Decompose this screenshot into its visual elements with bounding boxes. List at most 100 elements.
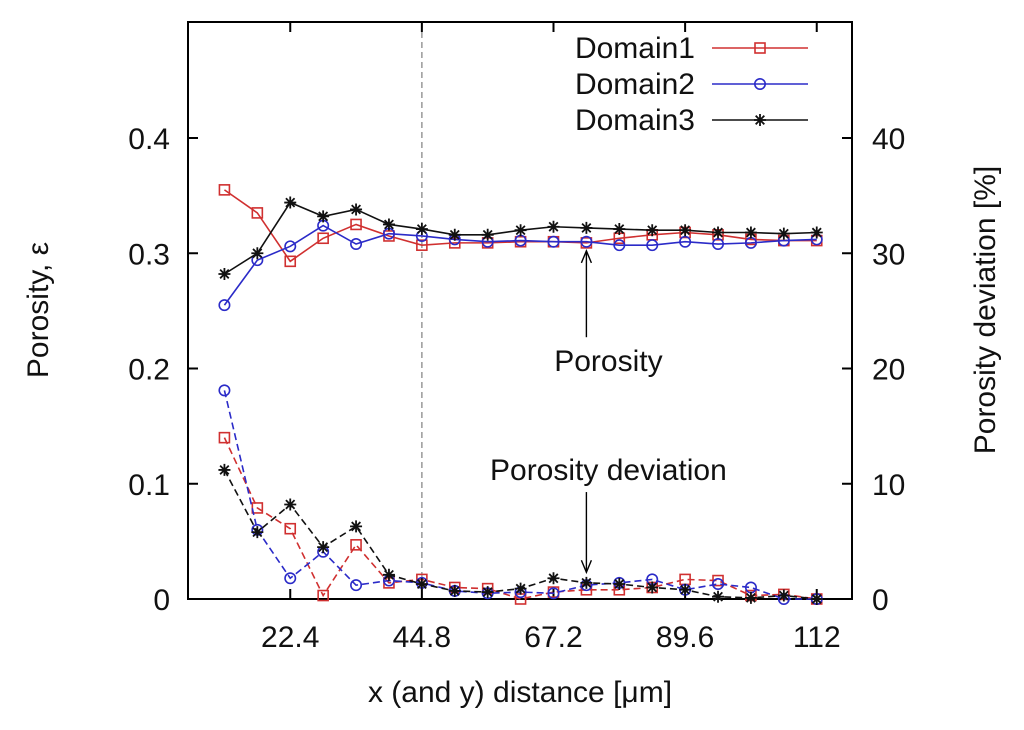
domain1-deviation-point <box>284 522 297 535</box>
y-tick-label-left: 0.2 <box>128 354 170 387</box>
y-axis-title-right: Porosity deviation [%] <box>969 166 1002 454</box>
y-tick-label-left: 0 <box>153 584 170 617</box>
domain3-deviation-point <box>646 581 659 594</box>
domain2-porosity-point <box>350 238 363 251</box>
domain3-deviation-point <box>679 583 692 596</box>
domain3-porosity-point <box>415 223 428 236</box>
domain1-porosity-point <box>350 218 362 231</box>
domain3-porosity-point <box>580 221 593 234</box>
domain3-porosity-point <box>382 218 395 231</box>
domain3-porosity-point <box>218 267 231 280</box>
domain2-porosity-point <box>712 238 725 251</box>
domain3-deviation-point <box>613 578 626 591</box>
legend-marker <box>754 114 766 126</box>
plot-frame <box>187 21 853 600</box>
legend-marker <box>754 42 766 54</box>
domain3-deviation-point <box>810 593 823 605</box>
domain3-porosity-point <box>284 196 297 209</box>
axis-ticks: 22.4 44.8 67.2 89.6 112 0 0.1 0.2 0.3 0.4 0 10 20 30 4… <box>128 22 905 654</box>
domain3-porosity-point <box>646 224 659 237</box>
domain3-porosity-point <box>251 247 264 260</box>
domain2-porosity-point <box>613 239 626 252</box>
y-tick-label-left: 0.3 <box>128 238 170 271</box>
annotation-arrow-head <box>580 249 593 264</box>
legend-label: Domain1 <box>575 32 695 65</box>
domain2-deviation-line <box>223 390 817 600</box>
domain3-porosity-point <box>744 226 757 239</box>
domain1-porosity-point <box>284 255 297 268</box>
domain1-deviation-point <box>712 574 724 587</box>
domain3-porosity-point <box>514 224 527 237</box>
y-tick-label-right: 40 <box>872 123 905 156</box>
domain3-porosity-point <box>613 223 626 236</box>
annotation-label: Porosity <box>554 345 662 378</box>
domain2-porosity-point <box>580 235 593 248</box>
domain3-deviation-point <box>481 586 494 599</box>
domain3-deviation-point <box>712 590 725 603</box>
domain1-deviation-point <box>317 589 329 602</box>
x-tick-label: 89.6 <box>656 621 714 654</box>
y-tick-label-left: 0.1 <box>128 469 170 502</box>
x-axis-title: x (and y) distance [μm] <box>368 676 672 709</box>
domain3-deviation-point <box>580 576 593 589</box>
annotation-arrow-head <box>580 559 593 575</box>
domain3-porosity-point <box>350 203 363 216</box>
domain1-deviation-point <box>218 431 231 444</box>
domain3-deviation-series <box>218 463 823 605</box>
domain3-deviation-point <box>547 572 560 585</box>
domain3-deviation-line <box>223 469 817 600</box>
domain3-porosity-series <box>218 196 823 280</box>
annotation-porosity-deviation: Porosity deviation <box>490 454 727 575</box>
domain2-deviation-point <box>547 587 560 600</box>
x-tick-label: 67.2 <box>524 621 582 654</box>
domain3-deviation-point <box>251 526 264 539</box>
domain2-deviation-point <box>284 572 297 585</box>
legend-marker <box>753 78 766 91</box>
domain3-porosity-point <box>448 228 461 241</box>
domain3-porosity-point <box>679 224 692 237</box>
domain3-deviation-point <box>415 578 428 591</box>
y-tick-label-right: 10 <box>872 469 905 502</box>
domain2-porosity-line <box>223 224 817 306</box>
domain3-deviation-point <box>350 520 363 533</box>
domain2-porosity-point <box>547 235 560 248</box>
domain3-deviation-point <box>744 591 757 604</box>
domain2-porosity-point <box>679 235 692 248</box>
domain3-deviation-point <box>284 498 297 511</box>
domain3-deviation-point <box>514 582 527 595</box>
domain3-porosity-point <box>317 210 330 223</box>
domain2-deviation-point <box>712 578 725 591</box>
domain3-deviation-point <box>218 463 231 476</box>
domain2-porosity-point <box>218 299 231 312</box>
domain1-deviation-point <box>350 539 362 551</box>
domain2-porosity-point <box>284 240 297 253</box>
domain3-deviation-point <box>448 584 461 597</box>
domain3-porosity-point <box>481 228 494 241</box>
y-tick-label-right: 30 <box>872 238 905 271</box>
domain1-porosity-point <box>317 232 329 245</box>
x-tick-label: 112 <box>793 621 841 654</box>
x-tick-label: 22.4 <box>261 621 319 654</box>
domain2-deviation-point <box>218 384 231 397</box>
domain3-porosity-point <box>810 226 823 239</box>
domain3-porosity-point <box>547 220 560 233</box>
y-tick-label-left: 0.4 <box>128 123 170 156</box>
domain3-porosity-line <box>224 201 817 275</box>
domain1-deviation-point <box>251 502 264 514</box>
annotation-porosity: Porosity <box>554 249 663 378</box>
domain3-porosity-point <box>712 226 725 239</box>
domain2-deviation-series <box>218 384 823 605</box>
domain1-porosity-point <box>251 207 264 219</box>
domain2-porosity-point <box>646 239 659 252</box>
legend-item-domain2: Domain2 <box>575 68 808 101</box>
y-axis-title-left: Porosity, ε <box>22 242 55 378</box>
y-tick-label-right: 20 <box>872 354 905 387</box>
domain3-deviation-point <box>382 568 395 581</box>
domain1-porosity-point <box>416 239 428 251</box>
domain1-porosity-point <box>218 184 231 196</box>
annotation-label: Porosity deviation <box>490 454 727 487</box>
series-layer <box>218 184 823 605</box>
y-tick-label-right: 0 <box>872 584 889 617</box>
